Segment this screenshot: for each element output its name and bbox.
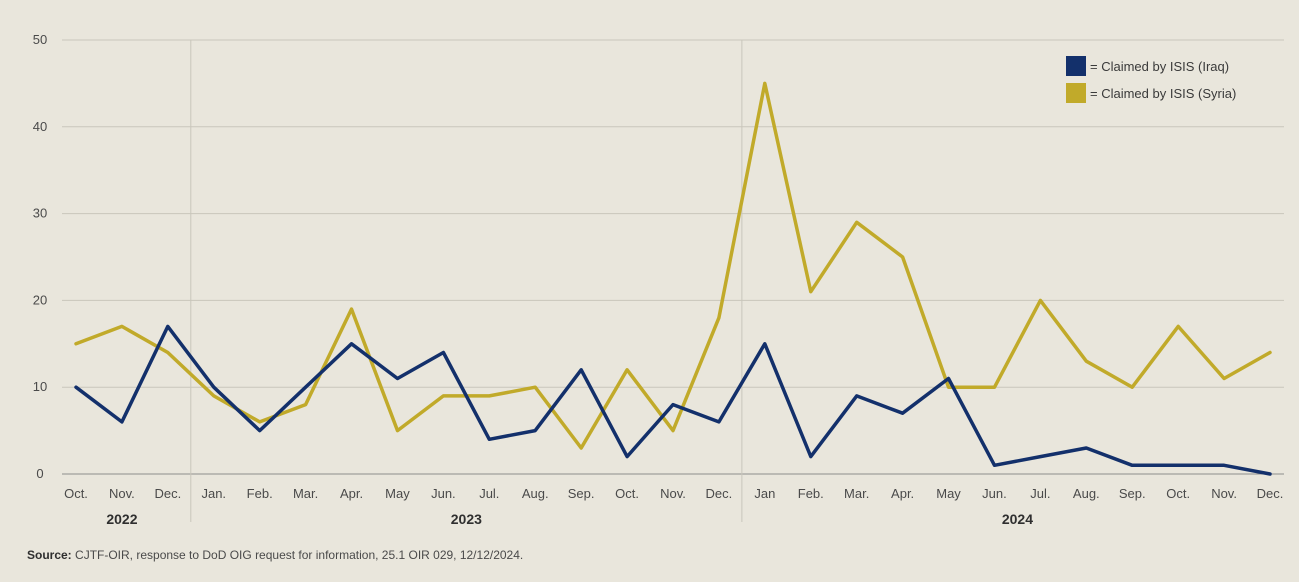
x-tick-label: Aug. — [1073, 486, 1100, 501]
series-line — [74, 81, 1272, 450]
legend: = Claimed by ISIS (Iraq) = Claimed by ISI… — [1066, 56, 1236, 103]
x-tick-label: Jan. — [201, 486, 226, 501]
x-tick-label: May — [936, 486, 961, 501]
x-tick-label: Nov. — [109, 486, 135, 501]
legend-swatch — [1066, 56, 1086, 76]
x-tick-label: Apr. — [340, 486, 363, 501]
x-tick-label: Jan — [754, 486, 775, 501]
x-tick-label: Aug. — [522, 486, 549, 501]
line-chart: 0 10 20 30 40 50 Oct. Nov. Dec. Jan. Feb. Mar. Apr.… — [33, 32, 1284, 527]
x-tick-label: Mar. — [844, 486, 869, 501]
y-tick-label: 40 — [33, 119, 47, 134]
series-line — [74, 324, 1272, 476]
x-tick-label: Oct. — [1166, 486, 1190, 501]
x-tick-label: Mar. — [293, 486, 318, 501]
series-layer — [74, 81, 1272, 476]
y-tick-label: 10 — [33, 379, 47, 394]
legend-swatch — [1066, 83, 1086, 103]
year-labels: 2022 2023 2024 — [106, 511, 1033, 527]
legend-label: = Claimed by ISIS (Iraq) — [1090, 59, 1229, 74]
x-tick-label: Jul. — [479, 486, 499, 501]
x-tick-label: Nov. — [1211, 486, 1237, 501]
source-note: Source: CJTF-OIR, response to DoD OIG re… — [27, 548, 523, 562]
x-tick-label: Sep. — [1119, 486, 1146, 501]
legend-label: = Claimed by ISIS (Syria) — [1090, 86, 1236, 101]
x-tick-label: Jun. — [431, 486, 456, 501]
x-tick-label: Oct. — [64, 486, 88, 501]
x-tick-label: Nov. — [660, 486, 686, 501]
x-tick-label: May — [385, 486, 410, 501]
year-label: 2022 — [106, 511, 137, 527]
source-text: CJTF-OIR, response to DoD OIG request fo… — [71, 548, 524, 562]
x-tick-label: Feb. — [247, 486, 273, 501]
x-tick-label: Feb. — [798, 486, 824, 501]
x-tick-label: Sep. — [568, 486, 595, 501]
y-tick-label: 0 — [36, 466, 43, 481]
x-tick-label: Dec. — [1257, 486, 1284, 501]
x-tick-label: Apr. — [891, 486, 914, 501]
source-label: Source: — [27, 548, 72, 562]
x-tick-label: Oct. — [615, 486, 639, 501]
y-tick-label: 30 — [33, 206, 47, 221]
year-label: 2024 — [1002, 511, 1033, 527]
x-axis-ticks: Oct. Nov. Dec. Jan. Feb. Mar. Apr. May Jun. Jul. A… — [64, 486, 1283, 501]
y-tick-label: 50 — [33, 32, 47, 47]
year-label: 2023 — [451, 511, 482, 527]
y-tick-label: 20 — [33, 292, 47, 307]
x-tick-label: Jun. — [982, 486, 1007, 501]
x-tick-label: Dec. — [706, 486, 733, 501]
grid-layer — [62, 39, 1284, 522]
x-tick-label: Dec. — [154, 486, 181, 501]
x-tick-label: Jul. — [1030, 486, 1050, 501]
y-axis-ticks: 0 10 20 30 40 50 — [33, 32, 47, 481]
